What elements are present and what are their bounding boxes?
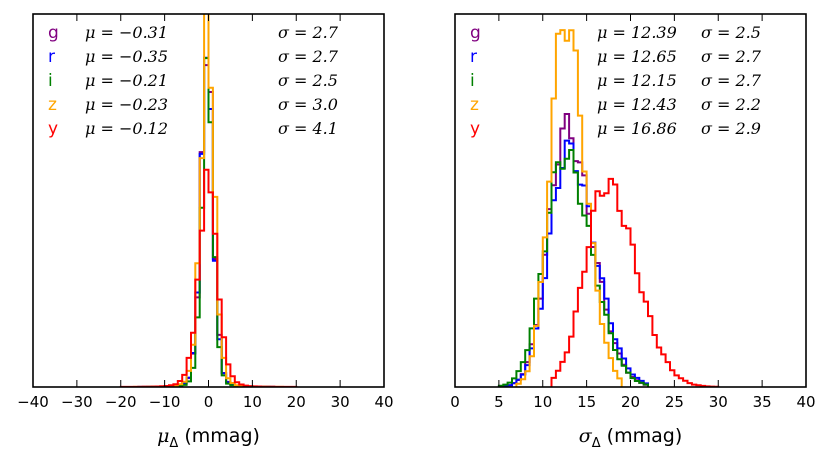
sigma-x-tick-label: 10: [533, 393, 552, 411]
mu-legend-sigma-r: σ = 2.7: [278, 47, 339, 66]
mu-x-tick-label: 20: [287, 393, 306, 411]
sigma-x-tick-label: 15: [577, 393, 596, 411]
mu-x-tick-label: −40: [17, 393, 49, 411]
sigma-x-axis-label: σΔ (mmag): [579, 425, 682, 451]
mu-histogram-panel: −40 −30 −20 −10 0 10 20 30 40 μΔ (mmag) g μ = −0.31…: [17, 13, 394, 451]
mu-x-axis-label: μΔ (mmag): [157, 425, 260, 451]
sigma-legend-band-y: y: [470, 119, 480, 139]
sigma-legend-band-i: i: [470, 71, 475, 91]
sigma-x-tick-label: 30: [709, 393, 728, 411]
mu-x-tick-label: −20: [105, 393, 137, 411]
sigma-legend-band-r: r: [470, 47, 477, 67]
mu-legend-mu-i: μ = −0.21: [85, 71, 168, 90]
mu-legend-mu-y: μ = −0.12: [85, 119, 168, 138]
sigma-legend-mu-r: μ = 12.65: [597, 47, 677, 66]
sigma-legend-band-g: g: [470, 23, 481, 43]
mu-legend-sigma-y: σ = 4.1: [278, 119, 338, 138]
sigma-x-tick-label: 35: [753, 393, 772, 411]
mu-x-tick-label: 0: [204, 393, 214, 411]
sigma-x-tick-label: 40: [796, 393, 815, 411]
mu-x-tick-label: −30: [61, 393, 93, 411]
mu-legend-sigma-g: σ = 2.7: [278, 23, 339, 42]
sigma-x-tick-label: 20: [621, 393, 640, 411]
sigma-series-i: [497, 149, 649, 387]
sigma-series-z: [515, 29, 623, 387]
mu-series-y: [119, 168, 298, 387]
sigma-x-tick-label: 0: [450, 393, 460, 411]
mu-legend-sigma-i: σ = 2.5: [278, 71, 338, 90]
sigma-legend-sigma-r: σ = 2.7: [701, 47, 762, 66]
mu-legend-band-g: g: [48, 23, 59, 43]
sigma-series-group: [497, 29, 720, 387]
sigma-legend-mu-g: μ = 12.39: [597, 23, 677, 42]
sigma-legend-band-z: z: [470, 95, 479, 115]
mu-legend-band-r: r: [48, 47, 55, 67]
mu-x-tick-label: 40: [374, 393, 393, 411]
mu-x-tick-label: −10: [149, 393, 181, 411]
mu-legend-sigma-z: σ = 3.0: [278, 95, 338, 114]
sigma-legend-mu-z: μ = 12.43: [597, 95, 677, 114]
sigma-legend-sigma-i: σ = 2.7: [701, 71, 762, 90]
mu-legend-band-y: y: [48, 119, 58, 139]
mu-legend-band-i: i: [48, 71, 53, 91]
mu-legend-mu-r: μ = −0.35: [85, 47, 168, 66]
sigma-legend: g μ = 12.39 σ = 2.5 r μ = 12.65 σ = 2.7 i μ = 1…: [470, 23, 762, 139]
sigma-legend-sigma-y: σ = 2.9: [701, 119, 761, 138]
mu-x-tick-label: 30: [331, 393, 350, 411]
sigma-legend-sigma-g: σ = 2.5: [701, 23, 761, 42]
sigma-legend-mu-y: μ = 16.86: [597, 119, 677, 138]
sigma-series-y: [550, 177, 720, 387]
sigma-x-tick-label: 5: [494, 393, 504, 411]
sigma-legend-mu-i: μ = 12.15: [597, 71, 677, 90]
mu-legend-mu-g: μ = −0.31: [85, 23, 168, 42]
sigma-x-tick-label: 25: [665, 393, 684, 411]
sigma-histogram-panel: 0 5 10 15 20 25 30 35 40 σΔ (mmag) g μ = 12.39 σ = 2…: [450, 13, 816, 451]
mu-legend-mu-z: μ = −0.23: [85, 95, 168, 114]
mu-legend: g μ = −0.31 σ = 2.7 r μ = −0.35 σ = 2.7 i μ = −…: [48, 23, 339, 139]
sigma-series-r: [497, 139, 649, 387]
sigma-legend-sigma-z: σ = 2.2: [701, 95, 761, 114]
mu-legend-band-z: z: [48, 95, 57, 115]
mu-x-tick-label: 10: [243, 393, 262, 411]
sigma-plot-frame: [454, 13, 807, 388]
